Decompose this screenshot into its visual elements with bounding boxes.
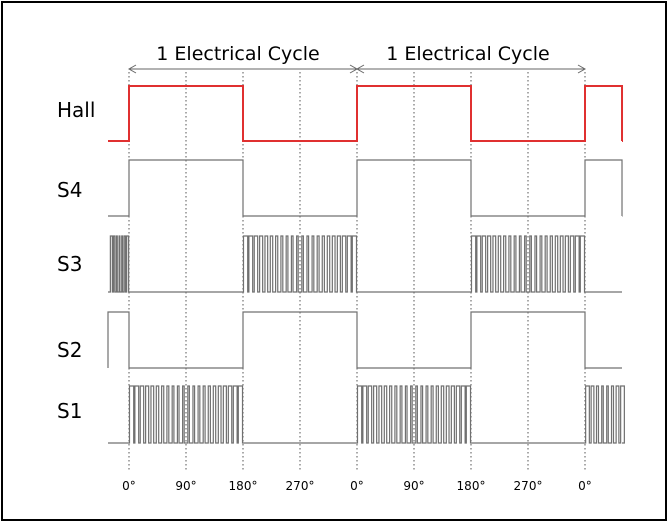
angle-label: 270°: [514, 479, 543, 493]
angle-label: 180°: [229, 479, 258, 493]
waveform-s2: [107, 311, 622, 369]
cycle-arrow: [355, 64, 587, 74]
cycle-arrows: [127, 64, 587, 74]
waveform-s1: [108, 385, 625, 444]
angle-label: 90°: [175, 479, 196, 493]
angle-label: 180°: [457, 479, 486, 493]
cycle-label-1: 1 Electrical Cycle: [156, 43, 319, 65]
signal-label-s2: S2: [57, 338, 82, 362]
waveform-hall: [108, 85, 624, 142]
waveform-s3: [108, 235, 622, 293]
angle-label: 0°: [122, 479, 136, 493]
signal-label-s3: S3: [57, 252, 82, 276]
signal-label-s4: S4: [57, 178, 82, 202]
angle-label: 270°: [286, 479, 315, 493]
angle-label: 0°: [350, 479, 364, 493]
signal-label-s1: S1: [57, 399, 82, 423]
angle-label: 90°: [403, 479, 424, 493]
angle-label: 0°: [578, 479, 592, 493]
cycle-label-2: 1 Electrical Cycle: [386, 43, 549, 65]
signal-label-hall: Hall: [57, 98, 95, 122]
waveform-s4: [108, 159, 623, 217]
